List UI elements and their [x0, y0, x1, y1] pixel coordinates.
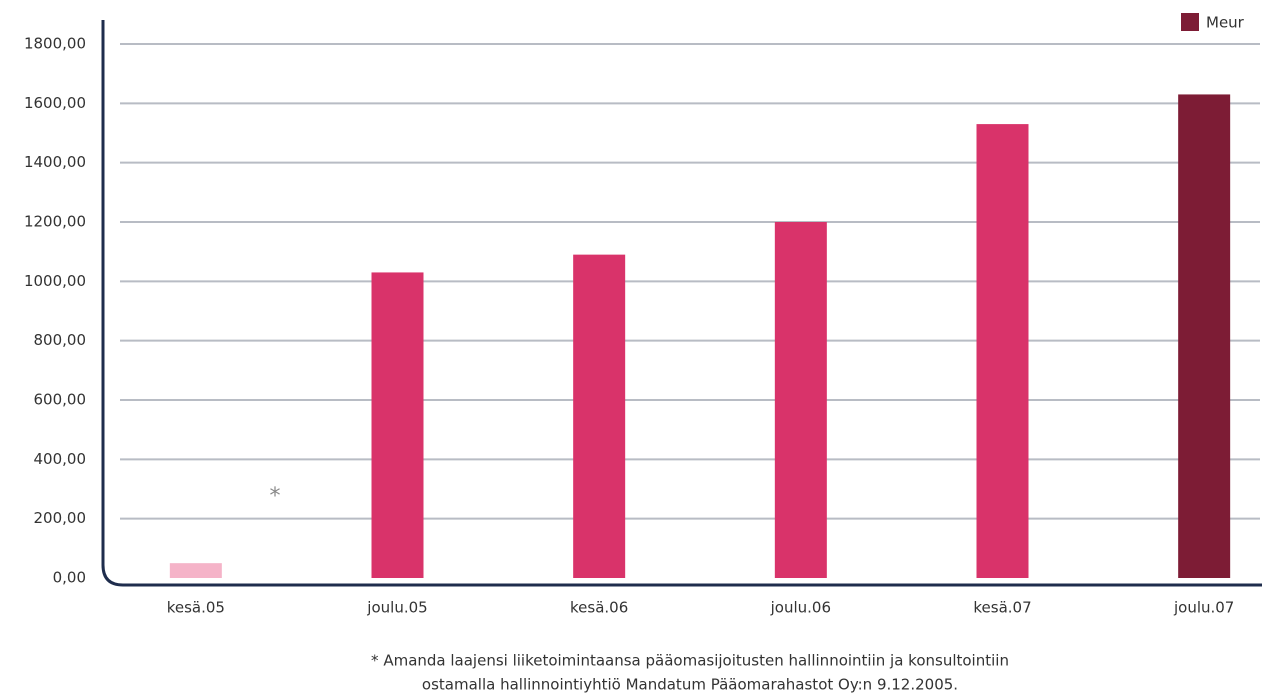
y-tick-label: 1200,00 — [24, 213, 86, 231]
bar — [1178, 94, 1231, 578]
y-tick-label: 0,00 — [53, 569, 86, 587]
bar — [976, 124, 1029, 578]
y-tick-label: 1000,00 — [24, 272, 86, 290]
y-tick-label: 400,00 — [34, 450, 87, 468]
y-tick-label: 200,00 — [34, 509, 87, 527]
bar — [169, 563, 222, 578]
x-tick-label: kesä.06 — [570, 599, 628, 617]
note: * Amanda laajensi liiketoimintaansa pääo… — [371, 652, 1009, 670]
y-tick-label: 1800,00 — [24, 35, 86, 53]
x-tick-label: joulu.06 — [770, 599, 831, 617]
y-tick-label: 600,00 — [34, 391, 87, 409]
x-tick-label: kesä.05 — [167, 599, 225, 617]
bar — [774, 222, 827, 578]
note: ostamalla hallinnointiyhtiö Mandatum Pää… — [422, 676, 958, 694]
y-tick-label: 1400,00 — [24, 153, 86, 171]
axis — [101, 20, 1262, 587]
x-tick-label: joulu.07 — [1173, 599, 1234, 617]
annotation: * — [270, 484, 281, 509]
x-tick-label: kesä.07 — [973, 599, 1031, 617]
legend-label: Meur — [1206, 14, 1245, 32]
y-tick-label: 800,00 — [34, 331, 87, 349]
bar — [371, 272, 424, 578]
x-tick-label: joulu.05 — [366, 599, 427, 617]
y-tick-label: 1600,00 — [24, 94, 86, 112]
bar — [573, 254, 626, 578]
legend-swatch — [1181, 13, 1199, 31]
